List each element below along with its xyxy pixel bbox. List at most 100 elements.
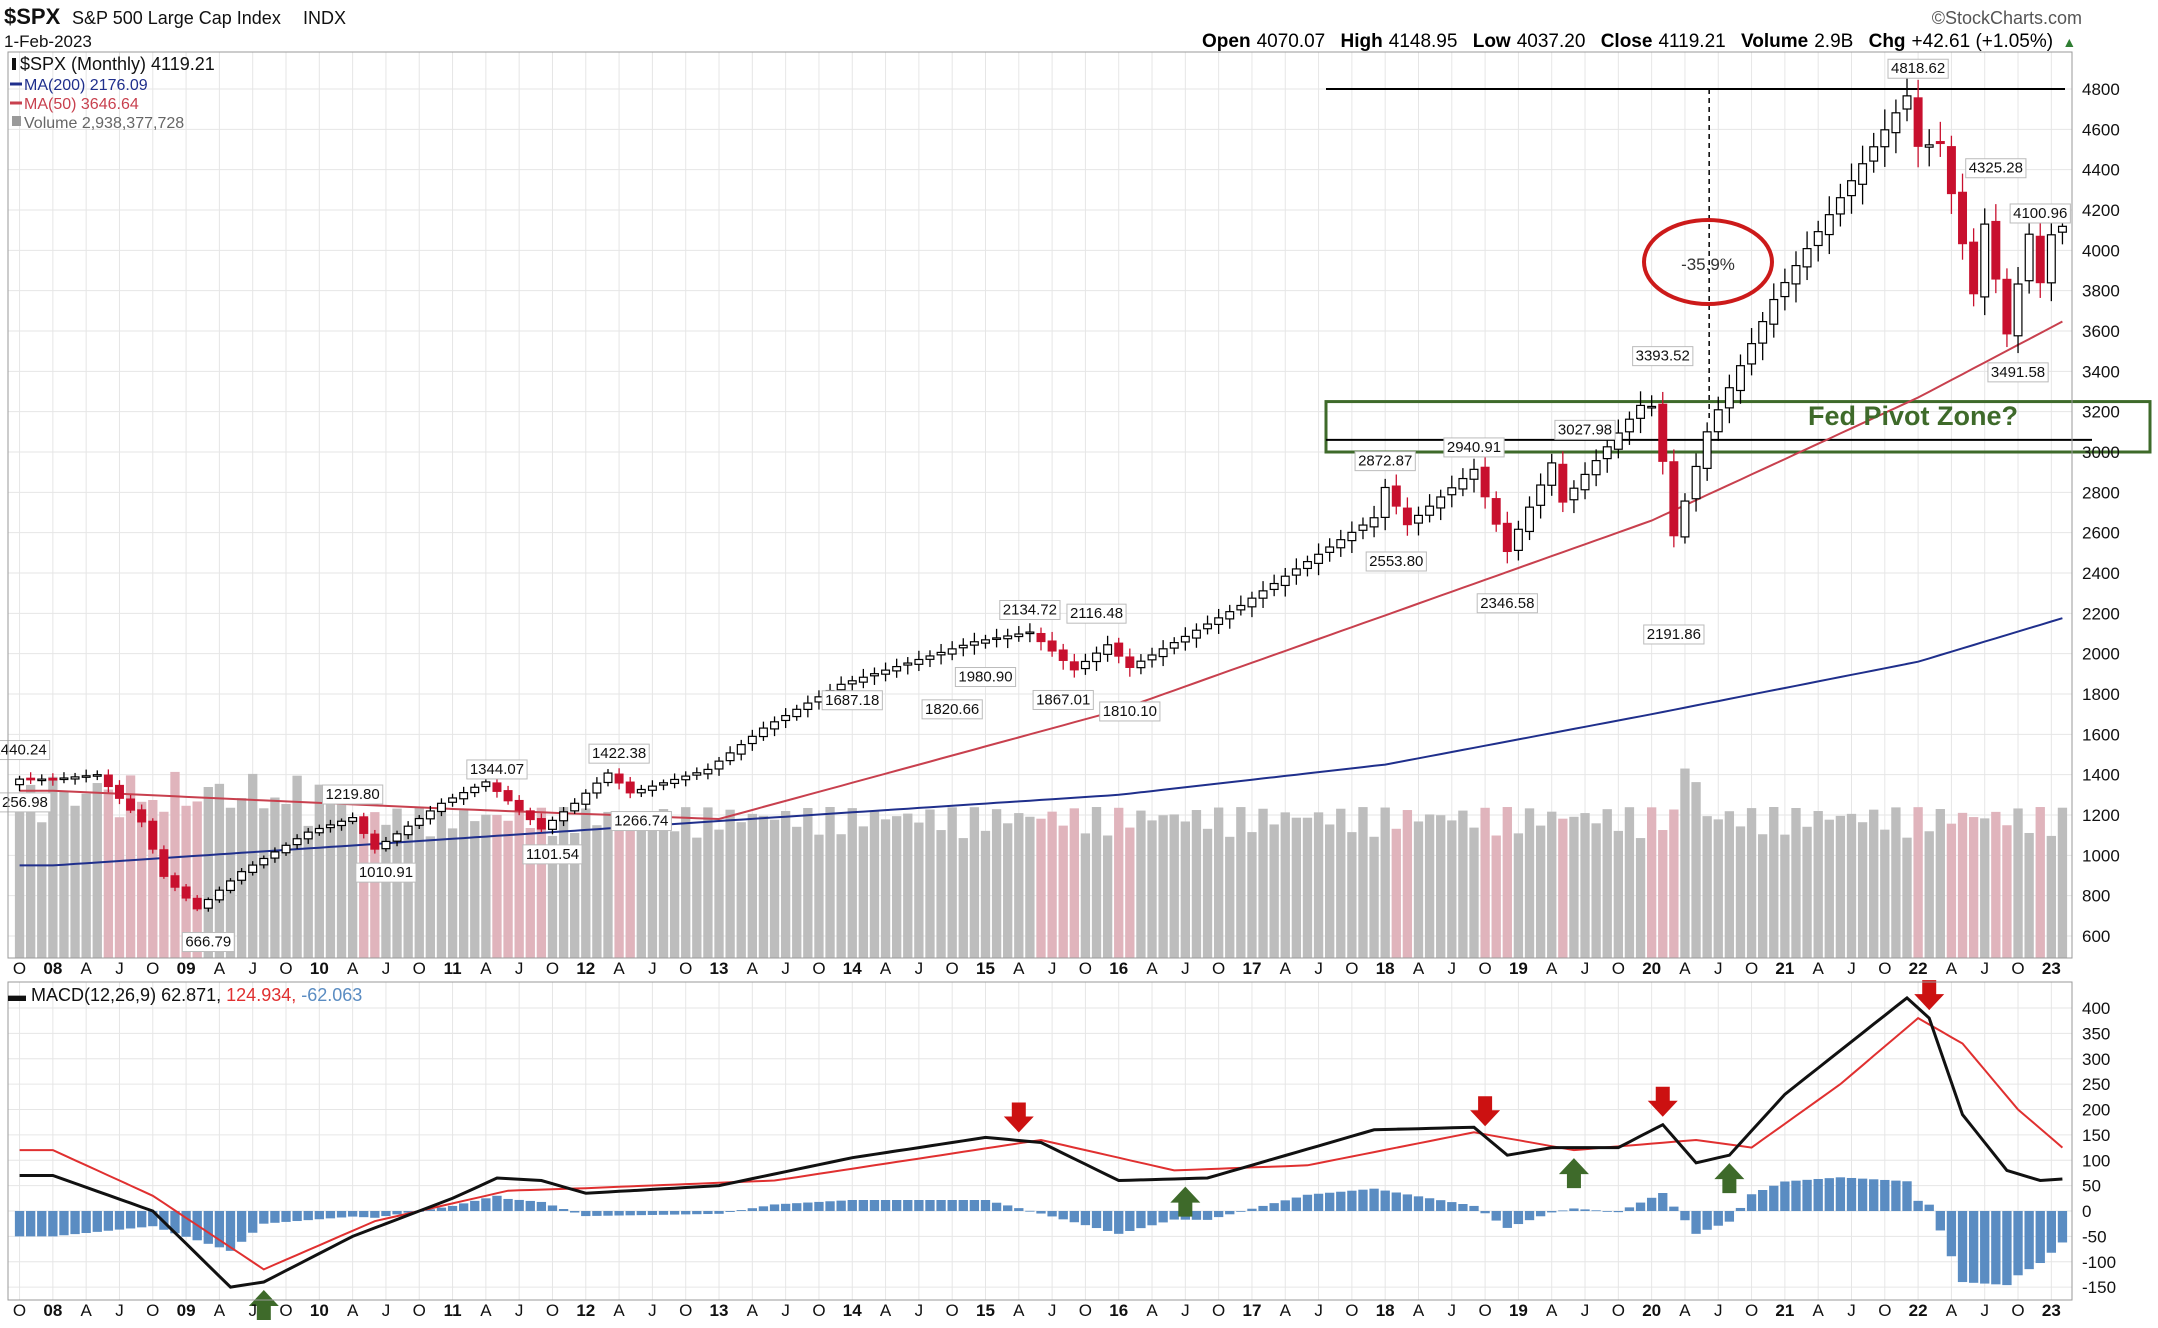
volume-bar — [414, 807, 424, 958]
candle-body — [1469, 468, 1479, 480]
macd-histogram-bar — [392, 1211, 402, 1215]
volume-bar — [1391, 828, 1401, 958]
price-x-tick-label: O — [279, 959, 292, 978]
price-x-tick-label: J — [115, 959, 124, 978]
macd-y-tick-label: 250 — [2082, 1075, 2110, 1094]
candle-body — [681, 775, 691, 781]
macd-histogram-bar — [792, 1203, 802, 1211]
volume-bar — [1857, 822, 1868, 958]
candle-body — [603, 772, 613, 784]
candle-body — [1358, 524, 1368, 531]
volume-bar — [625, 817, 635, 958]
price-label-box — [522, 844, 583, 865]
macd-histogram-bar — [747, 1208, 757, 1211]
volume-bar — [936, 830, 946, 958]
candle-body — [1214, 617, 1224, 626]
candle-body — [370, 833, 380, 850]
macd-histogram-bar — [769, 1204, 780, 1211]
volume-bar — [1213, 807, 1224, 958]
macd-histogram-bar — [925, 1200, 935, 1211]
macd-x-tick-label: A — [214, 1301, 226, 1320]
macd-x-tick-label: A — [347, 1301, 359, 1320]
volume-bar — [1980, 818, 1990, 958]
candle-body — [1458, 477, 1468, 490]
price-x-tick-label: J — [1314, 959, 1323, 978]
macd-histogram-bar — [2057, 1211, 2068, 1243]
candle-body — [1591, 460, 1601, 476]
candle-body — [1092, 652, 1101, 663]
candle-body — [2046, 234, 2056, 284]
candle-body — [114, 784, 124, 799]
price-x-tick-label: A — [1813, 959, 1825, 978]
candle-body — [48, 777, 58, 781]
macd-histogram-bar — [248, 1211, 258, 1233]
macd-x-tick-label: A — [1813, 1301, 1825, 1320]
macd-x-tick-label: O — [1079, 1301, 1092, 1320]
candle-body — [1391, 485, 1401, 507]
candle-body — [226, 880, 235, 892]
price-y-tick-label: 3400 — [2082, 362, 2120, 381]
candle-body — [481, 781, 491, 788]
candle-body — [758, 727, 768, 738]
price-x-tick-label: A — [613, 959, 625, 978]
price-x-tick-label: O — [1478, 959, 1491, 978]
volume-bar — [1591, 823, 1601, 958]
candle-body — [1502, 522, 1512, 553]
volume-bar — [192, 801, 202, 958]
volume-bar — [214, 783, 225, 958]
price-x-tick-label: A — [1946, 959, 1958, 978]
candle-body — [1291, 568, 1301, 576]
candle-body — [1480, 466, 1490, 498]
macd-histogram-bar — [359, 1211, 369, 1218]
macd-histogram-bar — [403, 1211, 413, 1213]
candle-body — [1058, 649, 1068, 661]
candle-body — [1569, 487, 1579, 501]
macd-histogram-bar — [492, 1195, 502, 1211]
candle-body — [1880, 129, 1890, 148]
macd-histogram-bar — [1369, 1188, 1379, 1211]
price-y-tick-label: 3000 — [2082, 443, 2120, 462]
macd-histogram-bar — [325, 1211, 336, 1219]
macd-histogram-bar — [2024, 1211, 2034, 1270]
watermark: ©StockCharts.com — [1932, 8, 2082, 28]
price-label-box — [954, 667, 1017, 688]
candle-body — [714, 760, 724, 770]
price-labels: 1440.24 256.98 666.79 1219.80 1010.91 1344.07… — [0, 58, 2071, 953]
price-x-tick-label: O — [812, 959, 825, 978]
price-label-box — [999, 599, 1061, 620]
candle-body — [592, 782, 602, 794]
price-label: 1266.74 — [614, 813, 668, 830]
candle-body — [503, 790, 513, 802]
volume-bar — [1047, 811, 1057, 958]
ma50-line — [19, 320, 2063, 821]
candle-body — [248, 864, 258, 873]
candle-body — [203, 898, 213, 909]
moving-averages — [19, 320, 2063, 867]
macd-histogram-bar — [1136, 1211, 1146, 1229]
macd-histogram-bar — [847, 1200, 857, 1211]
macd-histogram-bar — [1724, 1211, 1735, 1222]
price-y-tick-label: 1400 — [2082, 766, 2120, 785]
price-label: 2872.87 — [1358, 453, 1412, 470]
price-label-box — [1476, 593, 1538, 614]
macd-histogram-bar — [1036, 1211, 1046, 1214]
index-name: S&P 500 Large Cap Index — [72, 8, 281, 28]
candle-body — [692, 772, 702, 776]
candle-body — [425, 810, 435, 820]
candle-body — [1136, 660, 1146, 669]
volume-bar — [547, 835, 558, 958]
price-y-tick-label: 2800 — [2082, 483, 2120, 502]
macd-histogram-bar — [214, 1211, 225, 1248]
price-x-tick-label: J — [648, 959, 657, 978]
price-x-tick-label: O — [1345, 959, 1358, 978]
macd-histogram-bar — [1635, 1202, 1646, 1211]
volume-bar — [381, 824, 391, 958]
candle-body — [59, 777, 69, 781]
macd-histogram-bar — [1025, 1210, 1035, 1212]
volume-bar — [1702, 816, 1712, 958]
price-y-tick-label: 3800 — [2082, 282, 2120, 301]
macd-histogram-bar — [48, 1211, 58, 1237]
price-x-tick-label: O — [413, 959, 426, 978]
price-x-tick-label: J — [1181, 959, 1190, 978]
macd-x-tick-label: A — [480, 1301, 492, 1320]
